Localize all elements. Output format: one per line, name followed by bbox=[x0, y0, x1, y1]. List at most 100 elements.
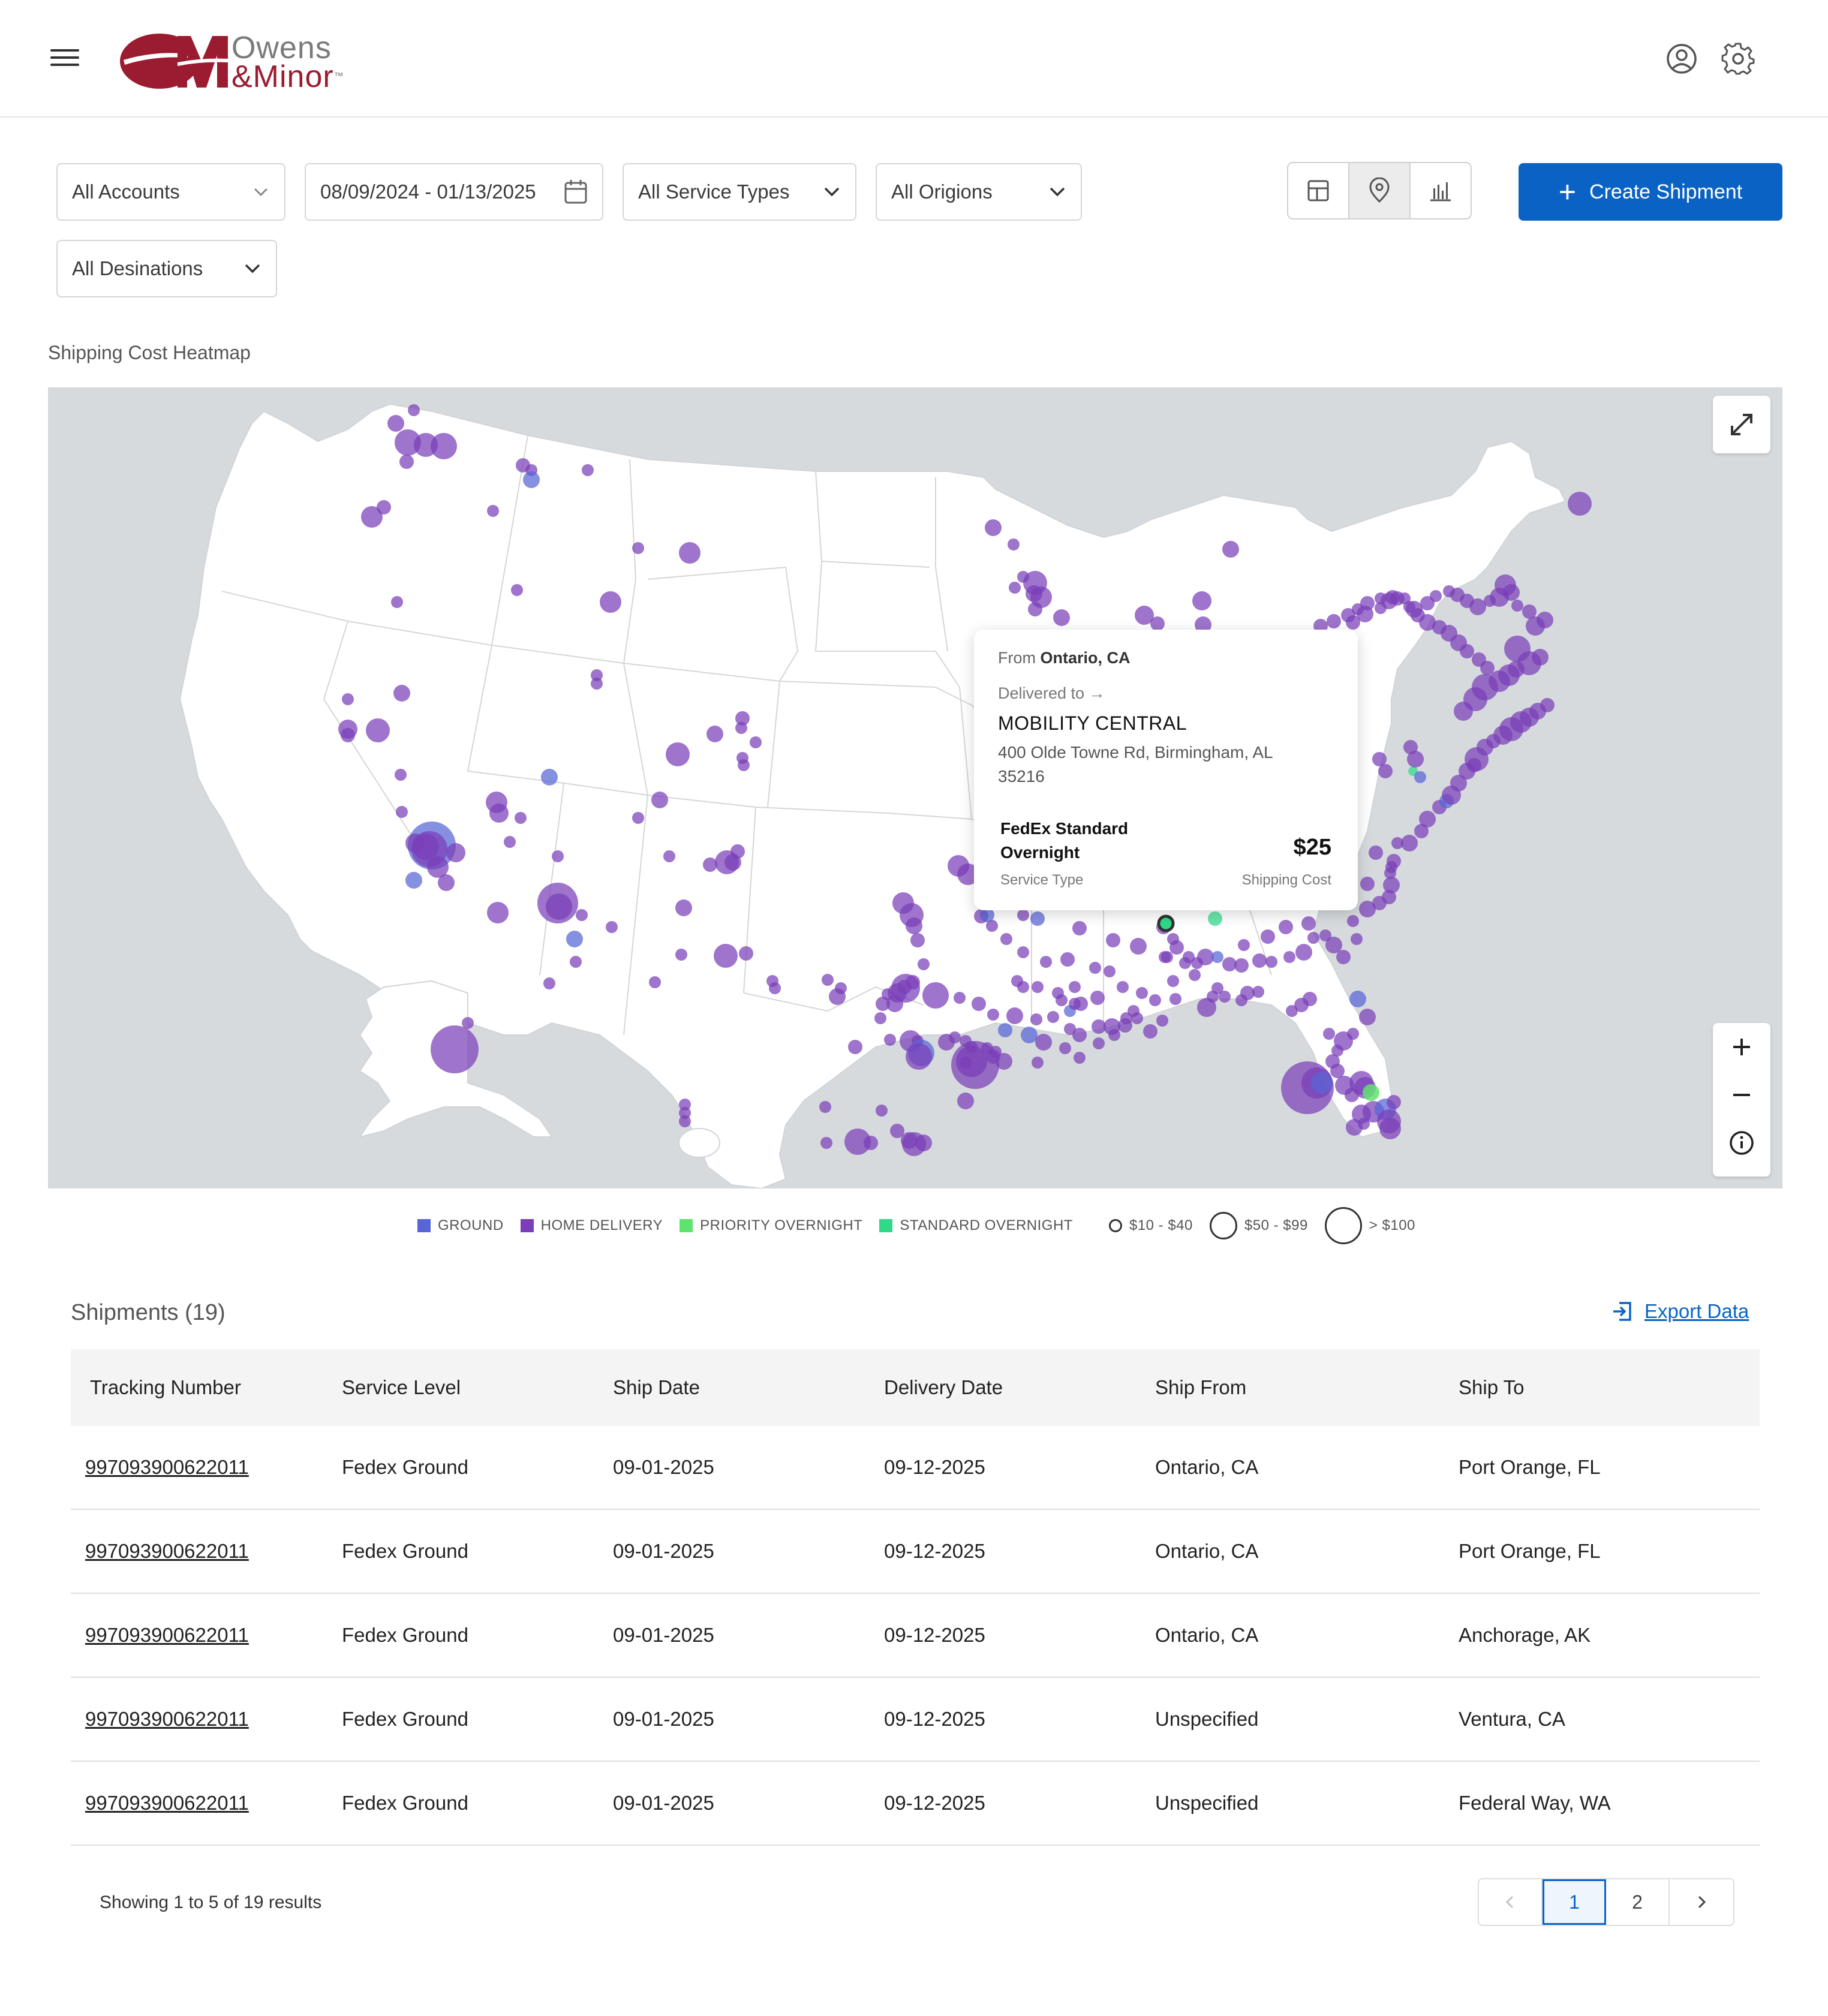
selected-shipment-bubble[interactable] bbox=[1157, 914, 1175, 932]
shipment-bubble[interactable] bbox=[1234, 958, 1249, 973]
shipment-bubble[interactable] bbox=[446, 843, 465, 862]
shipment-bubble[interactable] bbox=[1495, 574, 1516, 596]
map-view-button[interactable] bbox=[1349, 163, 1411, 218]
shipment-bubble[interactable] bbox=[1169, 993, 1181, 1005]
shipment-bubble[interactable] bbox=[996, 1053, 1012, 1070]
shipment-bubble[interactable] bbox=[361, 506, 383, 528]
shipment-bubble[interactable] bbox=[1008, 538, 1020, 550]
table-row[interactable]: 997093900622011 Fedex Ground 09-01-2025 09-… bbox=[71, 1594, 1760, 1678]
shipment-bubble[interactable] bbox=[985, 519, 1002, 536]
shipment-bubble[interactable] bbox=[1197, 949, 1214, 965]
shipment-bubble[interactable] bbox=[1056, 994, 1068, 1006]
shipment-bubble[interactable] bbox=[1017, 981, 1029, 993]
page-1-button[interactable]: 1 bbox=[1543, 1879, 1606, 1925]
shipment-bubble[interactable] bbox=[1401, 835, 1418, 851]
shipment-bubble[interactable] bbox=[523, 471, 540, 488]
shipment-bubble[interactable] bbox=[1167, 933, 1179, 945]
shipment-bubble[interactable] bbox=[848, 1040, 862, 1054]
shipment-bubble[interactable] bbox=[1017, 909, 1029, 921]
shipment-bubble[interactable] bbox=[1319, 929, 1331, 941]
shipment-bubble[interactable] bbox=[679, 1099, 691, 1111]
shipment-bubble[interactable] bbox=[1235, 994, 1247, 1006]
shipment-bubble[interactable] bbox=[1351, 933, 1363, 945]
shipment-bubble[interactable] bbox=[1130, 938, 1147, 955]
shipment-bubble[interactable] bbox=[1040, 956, 1052, 968]
shipment-bubble[interactable] bbox=[956, 1046, 987, 1077]
shipment-bubble[interactable] bbox=[1222, 957, 1237, 971]
shipment-bubble[interactable] bbox=[1047, 1011, 1059, 1023]
shipment-bubble[interactable] bbox=[515, 812, 527, 824]
shipment-bubble[interactable] bbox=[1378, 764, 1393, 778]
shipment-bubble[interactable] bbox=[1511, 600, 1523, 612]
shipment-bubble[interactable] bbox=[651, 792, 668, 808]
service-types-filter-select[interactable]: All Service Types bbox=[623, 163, 856, 221]
shipment-bubble[interactable] bbox=[511, 584, 523, 596]
shipment-bubble[interactable] bbox=[1414, 824, 1429, 838]
shipment-bubble[interactable] bbox=[730, 844, 745, 859]
column-ship-date[interactable]: Ship Date bbox=[613, 1376, 700, 1398]
shipment-bubble[interactable] bbox=[1472, 652, 1486, 667]
shipment-bubble[interactable] bbox=[1069, 981, 1081, 993]
shipment-bubble[interactable] bbox=[864, 1136, 878, 1150]
shipment-bubble[interactable] bbox=[1030, 911, 1045, 926]
shipment-bubble[interactable] bbox=[1325, 937, 1342, 953]
shipment-bubble[interactable] bbox=[541, 769, 558, 786]
chart-view-button[interactable] bbox=[1411, 163, 1471, 218]
shipment-bubble[interactable] bbox=[341, 728, 355, 742]
shipment-bubble[interactable] bbox=[1064, 1023, 1076, 1035]
shipment-bubble[interactable] bbox=[679, 1115, 691, 1127]
shipment-bubble[interactable] bbox=[1261, 929, 1275, 944]
shipment-bubble[interactable] bbox=[769, 982, 781, 994]
shipment-bubble[interactable] bbox=[1375, 602, 1387, 614]
shipment-bubble[interactable] bbox=[1032, 981, 1044, 993]
tracking-number-link[interactable]: 997093900622011 bbox=[85, 1540, 249, 1562]
page-2-button[interactable]: 2 bbox=[1606, 1879, 1670, 1925]
shipment-bubble[interactable] bbox=[876, 1105, 888, 1117]
shipment-bubble[interactable] bbox=[431, 433, 457, 459]
shipment-bubble[interactable] bbox=[1295, 944, 1312, 961]
create-shipment-button[interactable]: + Create Shipment bbox=[1519, 163, 1782, 221]
shipment-bubble[interactable] bbox=[1504, 636, 1531, 662]
shipment-bubble[interactable] bbox=[714, 944, 738, 968]
shipment-bubble[interactable] bbox=[1211, 951, 1223, 963]
shipment-bubble[interactable] bbox=[1346, 615, 1360, 630]
shipment-bubble[interactable] bbox=[1265, 956, 1277, 968]
shipment-bubble[interactable] bbox=[591, 669, 603, 681]
shipment-bubble[interactable] bbox=[487, 505, 499, 517]
shipment-bubble[interactable] bbox=[1090, 991, 1105, 1005]
shipment-bubble[interactable] bbox=[980, 908, 994, 922]
shipment-bubble[interactable] bbox=[462, 1017, 474, 1029]
shipment-bubble[interactable] bbox=[427, 856, 449, 878]
shipment-bubble[interactable] bbox=[1347, 915, 1359, 927]
shipment-bubble[interactable] bbox=[990, 1046, 1002, 1058]
date-range-picker[interactable]: 08/09/2024 - 01/13/2025 bbox=[305, 163, 603, 221]
shipment-bubble[interactable] bbox=[1327, 614, 1341, 628]
tracking-number-link[interactable]: 997093900622011 bbox=[85, 1792, 249, 1814]
tracking-number-link[interactable]: 997093900622011 bbox=[85, 1708, 249, 1730]
shipment-bubble[interactable] bbox=[1357, 606, 1373, 622]
shipment-bubble[interactable] bbox=[998, 1023, 1012, 1037]
shipment-bubble[interactable] bbox=[918, 958, 930, 970]
shipment-bubble[interactable] bbox=[1346, 1119, 1363, 1136]
shipment-bubble[interactable] bbox=[874, 1012, 886, 1024]
shipment-bubble[interactable] bbox=[576, 909, 588, 921]
shipment-bubble[interactable] bbox=[1074, 1052, 1086, 1064]
shipment-bubble[interactable] bbox=[1118, 1018, 1132, 1033]
shipment-bubble[interactable] bbox=[829, 988, 846, 1005]
shipment-bubble[interactable] bbox=[1387, 1095, 1401, 1109]
table-row[interactable]: 997093900622011 Fedex Ground 09-01-2025 09-… bbox=[71, 1762, 1760, 1846]
shipment-bubble[interactable] bbox=[876, 997, 890, 1011]
shipment-bubble[interactable] bbox=[949, 1031, 961, 1043]
table-row[interactable]: 997093900622011 Fedex Ground 09-01-2025 09-… bbox=[71, 1426, 1760, 1510]
shipment-bubble[interactable] bbox=[1150, 616, 1165, 631]
shipment-bubble[interactable] bbox=[666, 742, 690, 766]
shipment-bubble[interactable] bbox=[1238, 939, 1250, 951]
shipment-bubble[interactable] bbox=[966, 1041, 978, 1053]
shipment-bubble[interactable] bbox=[1382, 890, 1396, 904]
shipment-bubble[interactable] bbox=[1167, 975, 1179, 987]
shipment-bubble[interactable] bbox=[1385, 861, 1397, 873]
shipment-bubble[interactable] bbox=[1372, 752, 1387, 766]
shipment-bubble[interactable] bbox=[957, 1093, 974, 1109]
column-delivery-date[interactable]: Delivery Date bbox=[884, 1376, 1003, 1398]
shipment-bubble[interactable] bbox=[395, 429, 421, 456]
